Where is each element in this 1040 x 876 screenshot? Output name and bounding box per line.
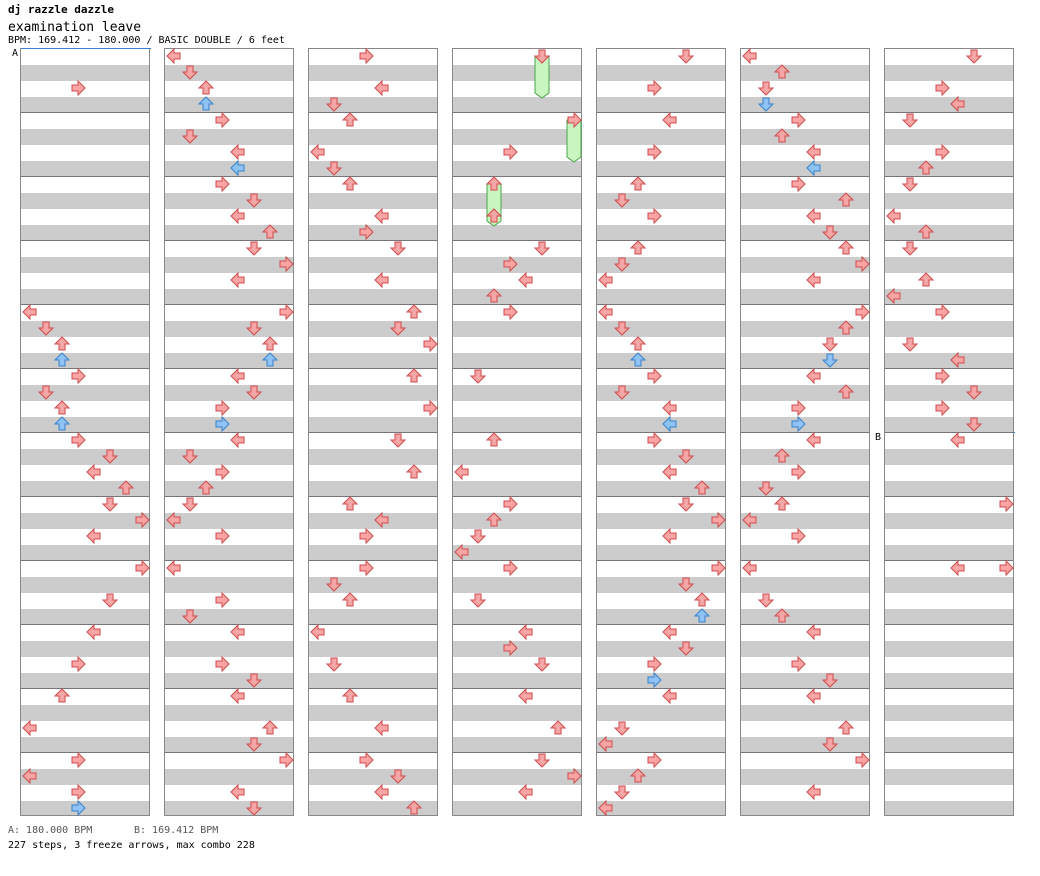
- chart-column-3: [308, 48, 438, 816]
- bpm-marker-a: A: [12, 48, 19, 59]
- bpm-legend-b: B: 169.412 BPM: [134, 825, 219, 836]
- bpm-marker-b: B: [875, 432, 882, 443]
- bpm-legend: A: 180.000 BPM B: 169.412 BPM: [8, 825, 260, 836]
- chart-column-6: [740, 48, 870, 816]
- bpm-change-line-b: [885, 432, 1015, 433]
- chart-column-2: [164, 48, 294, 816]
- chart-column-4: [452, 48, 582, 816]
- chart-column-1: [20, 48, 150, 816]
- artist-name: dj razzle dazzle: [8, 3, 114, 16]
- chart-info: BPM: 169.412 - 180.000 / BASIC DOUBLE / …: [8, 35, 285, 46]
- chart-column-5: [596, 48, 726, 816]
- bpm-legend-a: A: 180.000 BPM: [8, 825, 93, 836]
- song-title: examination leave: [8, 20, 142, 35]
- bpm-change-line-a: [21, 48, 151, 49]
- chart-stats: 227 steps, 3 freeze arrows, max combo 22…: [8, 840, 255, 851]
